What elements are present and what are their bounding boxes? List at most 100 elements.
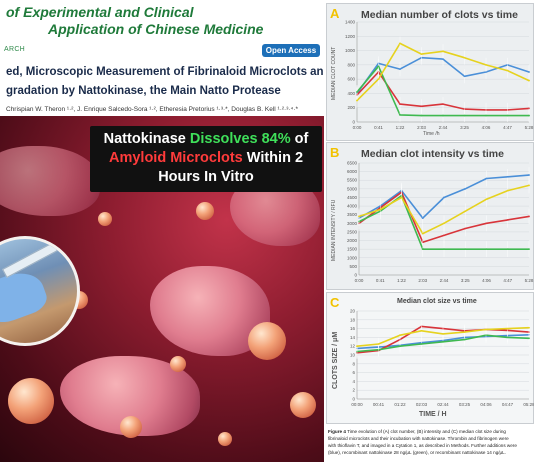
y-tick-label: 3500: [347, 212, 358, 217]
headline-highlight-red: Amyloid Microclots: [108, 150, 243, 166]
y-tick-label: 1200: [345, 34, 356, 39]
y-tick-label: 1500: [347, 247, 358, 252]
headline-text: of: [290, 131, 309, 147]
y-tick-label: 500: [349, 264, 357, 269]
series-point-2: [463, 338, 466, 341]
article-title-line1[interactable]: ed, Microscopic Measurement of Fibrinalo…: [6, 66, 324, 78]
x-tick-label: 0:00: [353, 125, 362, 130]
y-tick-label: 20: [350, 309, 356, 314]
series-point-1: [442, 103, 444, 106]
cell-bubble: [248, 322, 286, 360]
article-banner: of Experimental and Clinical Application…: [0, 4, 324, 462]
chart-c-title: Median clot size vs time: [397, 298, 477, 305]
headline-highlight-green: Dissolves 84%: [189, 131, 291, 147]
panel-label-c: C: [330, 295, 340, 310]
series-point-3: [528, 184, 530, 187]
chart-c-xlabel: TIME / H: [419, 411, 447, 418]
headline-banner: Nattokinase Dissolves 84% of Amyloid Mic…: [90, 126, 322, 192]
series-point-2: [399, 113, 401, 116]
series-point-3: [420, 53, 423, 56]
series-point-3: [400, 196, 403, 199]
y-tick-label: 6500: [347, 161, 358, 166]
series-point-1: [464, 227, 467, 230]
article-title-line2[interactable]: gradation by Nattokinase, the Main Natto…: [6, 85, 281, 97]
y-tick-label: 200: [347, 105, 355, 110]
x-tick-label: 0:41: [376, 278, 385, 283]
series-point-3: [463, 331, 466, 334]
series-point-2: [463, 114, 466, 117]
article-type: ARCH: [4, 46, 26, 53]
y-tick-label: 16: [350, 326, 356, 331]
series-point-1: [528, 215, 530, 218]
caption-line: fibrinaloid microclots and their incubat…: [328, 436, 509, 441]
series-point-3: [356, 99, 358, 102]
y-tick-label: 18: [350, 317, 356, 322]
series-point-3: [399, 334, 401, 337]
y-tick-label: 14: [350, 335, 356, 340]
x-tick-label: 4:06: [482, 125, 491, 130]
open-access-badge[interactable]: Open Access: [262, 44, 320, 57]
series-point-3: [377, 78, 380, 81]
headline-text: Within 2: [242, 150, 304, 166]
y-tick-label: 3000: [347, 221, 358, 226]
series-point-3: [443, 222, 445, 225]
chart-a-svg: 0 200 400 600 800 1000 1200 1400 0:00 0:41 1:22 2:0…: [345, 20, 534, 131]
x-tick-label: 2:44: [440, 278, 449, 283]
injection-inset: [0, 236, 80, 346]
x-tick-label: 04:47: [502, 402, 514, 407]
chart-b-svg: 0 500 1000 1500 2000 2500 3000 3500 4000 4500 5000…: [347, 161, 534, 284]
series-point-3: [442, 332, 444, 335]
y-tick-label: 2000: [347, 238, 358, 243]
x-tick-label: 1:22: [397, 278, 406, 283]
series-point-3: [506, 327, 509, 330]
series-point-0: [464, 187, 467, 190]
series-point-1: [485, 222, 488, 225]
series-point-1: [506, 218, 509, 221]
series-point-2: [442, 114, 444, 117]
series-point-0: [528, 174, 530, 176]
series-point-2: [506, 336, 509, 339]
panel-b: 0 500 1000 1500 2000 2500 3000 3500 4000 4500 5000…: [326, 142, 534, 290]
series-point-3: [506, 69, 509, 72]
cell-bubble: [218, 432, 232, 446]
series-point-0: [421, 217, 424, 220]
y-tick-label: 8: [352, 361, 355, 366]
series-point-3: [358, 215, 360, 218]
series-point-2: [528, 248, 530, 251]
chart-a-xlabel: Time /h: [423, 131, 440, 137]
x-tick-label: 00:41: [373, 402, 385, 407]
x-tick-label: 5:28: [525, 125, 534, 130]
series-point-2: [421, 248, 424, 251]
series-point-0: [443, 196, 445, 199]
syringe-icon: [2, 241, 58, 279]
chart-b-title: Median clot intensity vs time: [361, 148, 504, 160]
chart-c-svg: 0 2 4 6 8 10 12 14 16 18 20 00:00 00:41 01:22 02:03 02:…: [350, 309, 534, 408]
x-tick-label: 0:00: [355, 278, 364, 283]
x-tick-label: 02:44: [437, 402, 449, 407]
series-point-2: [356, 91, 358, 93]
series-point-0: [485, 177, 488, 180]
series-point-2: [377, 65, 380, 68]
y-tick-label: 0: [354, 273, 357, 278]
series-point-1: [443, 234, 445, 237]
headline-text: Nattokinase: [103, 131, 190, 147]
chart-c-ylabel: CLOTS SIZE / μM: [332, 331, 339, 389]
x-tick-label: 3:25: [461, 278, 470, 283]
series-point-3: [377, 343, 380, 345]
panel-label-a: A: [330, 6, 340, 21]
chart-a-title: Median number of clots vs time: [361, 9, 518, 21]
panel-c: 0 2 4 6 8 10 12 14 16 18 20 00:00 00:41 01:22 02:03 02:…: [326, 292, 534, 424]
y-tick-label: 400: [347, 91, 355, 96]
y-tick-label: 0: [352, 397, 355, 402]
cell-bubble: [98, 212, 112, 226]
series-point-3: [421, 232, 424, 235]
y-tick-label: 1000: [347, 255, 358, 260]
x-tick-label: 01:22: [394, 402, 406, 407]
y-tick-label: 2: [352, 388, 355, 393]
chart-b-ylabel: MEDIAN INTENSITY / RFU: [331, 199, 337, 261]
chart-a-ylabel: MEDIAN CLOT COUNT: [331, 46, 337, 100]
series-point-2: [528, 114, 530, 117]
figure-4: 0 200 400 600 800 1000 1200 1400 0:00 0:41 1:22 2:0…: [326, 0, 534, 462]
series-point-3: [399, 42, 401, 45]
x-tick-label: 2:03: [418, 278, 427, 283]
